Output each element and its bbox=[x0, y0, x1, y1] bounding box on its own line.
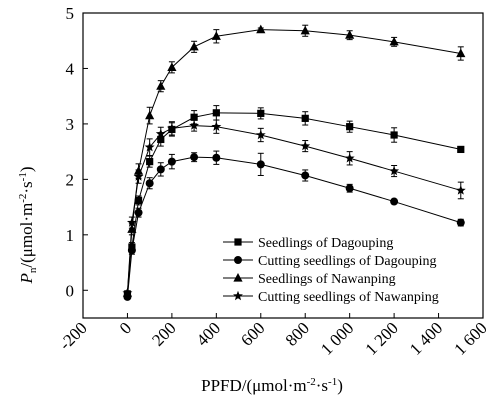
data-point bbox=[133, 171, 144, 181]
data-point bbox=[211, 121, 222, 131]
series-circle bbox=[123, 150, 465, 301]
data-point bbox=[190, 153, 199, 162]
plot-frame bbox=[82, 12, 484, 319]
data-point bbox=[256, 160, 265, 169]
data-point bbox=[256, 24, 266, 34]
x-axis-title-main: PPFD/(μmol·m bbox=[201, 376, 306, 395]
y-tick-label: 0 bbox=[66, 281, 75, 300]
data-point bbox=[300, 140, 311, 151]
data-point bbox=[155, 128, 166, 139]
x-tick-label: 1 400 bbox=[406, 318, 446, 358]
data-point bbox=[301, 171, 310, 180]
data-point bbox=[389, 165, 400, 176]
y-axis: 0 1 2 3 4 5 bbox=[66, 4, 88, 300]
x-axis-title-mid: ·s bbox=[316, 376, 328, 395]
x-tick-label: 800 bbox=[282, 318, 313, 349]
data-point bbox=[457, 145, 465, 154]
x-tick-label: 200 bbox=[148, 318, 179, 349]
x-tick-label: -200 bbox=[55, 318, 90, 353]
data-point bbox=[126, 217, 137, 227]
y-tick-label: 3 bbox=[66, 115, 75, 134]
y-axis-title-rest: /(μmol·m bbox=[17, 203, 36, 268]
x-tick-label: 1 200 bbox=[361, 318, 401, 358]
x-tick-label: 0 bbox=[116, 318, 135, 337]
data-point bbox=[345, 184, 354, 193]
x-axis-title-sup1: -2 bbox=[307, 376, 316, 388]
x-axis-title-sup2: -1 bbox=[328, 376, 337, 388]
legend-label: Cutting seedlings of Nawanping bbox=[258, 290, 439, 305]
data-point bbox=[145, 179, 154, 188]
plot-border bbox=[82, 12, 484, 319]
legend-label: Seedlings of Dagouping bbox=[258, 236, 393, 251]
data-point bbox=[345, 30, 355, 39]
data-point bbox=[134, 208, 143, 217]
legend-marker bbox=[234, 238, 242, 246]
y-tick-label: 5 bbox=[66, 4, 75, 23]
data-point bbox=[255, 129, 266, 140]
data-point bbox=[122, 287, 133, 298]
data-point bbox=[145, 110, 155, 120]
y-tick-label: 4 bbox=[66, 59, 75, 78]
x-tick-label: 1 000 bbox=[317, 318, 357, 358]
data-point bbox=[189, 41, 199, 51]
series-layer bbox=[122, 24, 466, 301]
y-axis-title-sub: n bbox=[27, 267, 39, 273]
data-point bbox=[301, 114, 309, 122]
legend-marker bbox=[234, 256, 242, 264]
data-point bbox=[390, 131, 398, 139]
data-point bbox=[156, 165, 165, 174]
series-star bbox=[122, 119, 466, 298]
data-point bbox=[211, 31, 221, 40]
data-point bbox=[189, 120, 200, 130]
y-axis-title-end: ) bbox=[17, 166, 36, 172]
data-point bbox=[455, 185, 466, 195]
data-point bbox=[146, 158, 154, 166]
y-axis-title: Pn/(μmol·m-2·s-1) bbox=[17, 166, 39, 284]
data-point bbox=[144, 142, 155, 152]
data-point bbox=[166, 123, 177, 133]
y-axis-title-sup1: -2 bbox=[17, 194, 29, 203]
data-point bbox=[257, 109, 265, 117]
data-point bbox=[389, 36, 399, 46]
data-point bbox=[212, 153, 221, 162]
y-axis-title-sup2: -1 bbox=[17, 172, 29, 181]
data-point bbox=[300, 25, 310, 35]
x-axis: -200 0 200 400 600 800 1 000 1 200 1 400 1 600 bbox=[55, 313, 488, 359]
data-point bbox=[390, 197, 399, 206]
data-point bbox=[344, 153, 355, 163]
data-point bbox=[346, 123, 354, 131]
data-point bbox=[156, 81, 166, 90]
x-tick-label: 400 bbox=[193, 318, 224, 349]
data-point bbox=[456, 218, 465, 227]
data-point bbox=[167, 62, 177, 71]
y-tick-label: 1 bbox=[66, 226, 75, 245]
data-point bbox=[127, 246, 136, 255]
x-axis-title: PPFD/(μmol·m-2·s-1) bbox=[201, 376, 343, 395]
legend: Seedlings of Dagouping Cutting seedlings … bbox=[223, 236, 439, 305]
data-point bbox=[456, 48, 466, 58]
y-tick-label: 2 bbox=[66, 170, 75, 189]
legend-label: Cutting seedlings of Dagouping bbox=[258, 254, 437, 269]
x-axis-title-end: ) bbox=[337, 376, 343, 395]
data-point bbox=[134, 196, 143, 205]
data-point bbox=[190, 113, 198, 121]
data-point bbox=[167, 157, 176, 166]
y-axis-title-main: P bbox=[17, 273, 36, 284]
y-axis-title-mid: ·s bbox=[17, 181, 36, 193]
data-point bbox=[212, 109, 220, 117]
legend-marker bbox=[233, 273, 243, 282]
x-tick-label: 600 bbox=[237, 318, 268, 349]
x-tick-label: 1 600 bbox=[450, 318, 488, 358]
legend-label: Seedlings of Nawanping bbox=[258, 272, 396, 287]
legend-marker bbox=[233, 290, 243, 301]
